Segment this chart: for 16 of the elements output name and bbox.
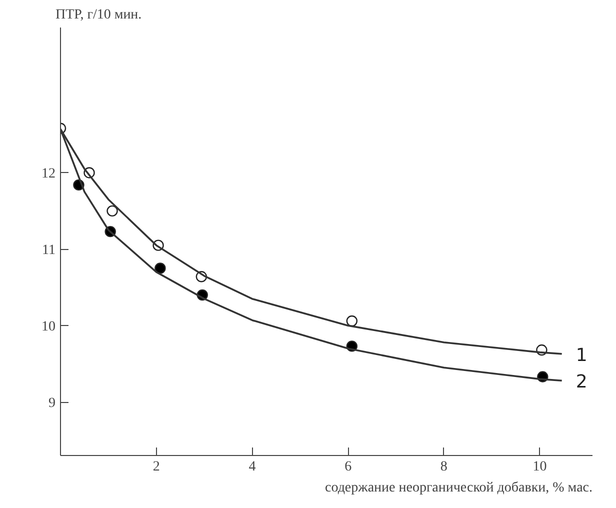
point [106,205,118,217]
series-label: 2 [576,372,588,393]
y-tick-label: 11 [42,243,56,258]
y-tick-label: 10 [42,320,56,335]
x-tick-label: 6 [344,460,352,474]
y-tick-label: 12 [42,166,56,182]
x-axis-title: содержание неорганической добавки, % мас. [325,480,593,496]
x-tick-label: 2 [152,460,160,474]
y-tick-label: 9 [48,396,56,411]
x-tick-label: 4 [248,460,256,474]
series-label: 1 [576,344,588,366]
point [154,262,166,274]
y-axis-title: ПТР, г/10 мин. [56,8,142,22]
x-tick-label: 10 [532,460,547,474]
point [346,315,358,327]
x-tick-label: 8 [440,460,448,474]
